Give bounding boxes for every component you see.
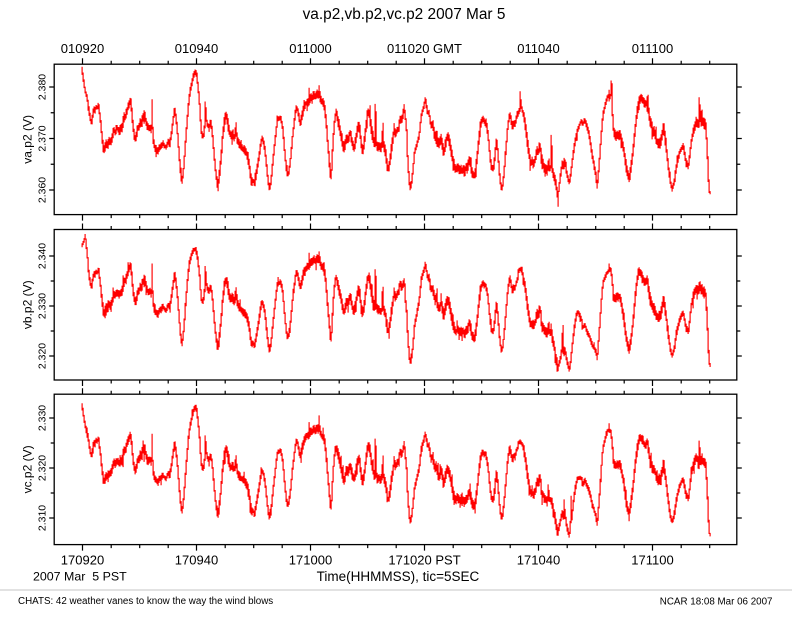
svg-text:010920: 010920 [61,41,104,56]
svg-text:2.320: 2.320 [37,343,49,369]
svg-text:vc.p2 (V): vc.p2 (V) [21,445,35,493]
svg-text:2.310: 2.310 [37,505,49,531]
svg-text:2.370: 2.370 [37,125,49,151]
svg-text:2.360: 2.360 [37,177,49,203]
svg-text:011020 GMT: 011020 GMT [387,41,462,56]
svg-text:2007 Mar 5 PST: 2007 Mar 5 PST [33,570,127,584]
svg-text:vb.p2 (V): vb.p2 (V) [21,280,35,329]
svg-text:170920: 170920 [61,553,104,568]
svg-text:va.p2,vb.p2,vc.p2 2007 Mar 5: va.p2,vb.p2,vc.p2 2007 Mar 5 [303,6,506,23]
svg-text:171040: 171040 [517,553,560,568]
svg-text:011000: 011000 [289,41,331,56]
svg-text:171100: 171100 [631,553,673,568]
svg-text:011040: 011040 [517,41,559,56]
svg-text:2.340: 2.340 [37,243,49,269]
svg-text:171000: 171000 [289,553,332,568]
svg-text:170940: 170940 [175,553,218,568]
svg-text:CHATS: 42 weather vanes to kno: CHATS: 42 weather vanes to know the way … [18,596,273,607]
svg-text:NCAR 18:08 Mar 06 2007: NCAR 18:08 Mar 06 2007 [660,596,773,607]
svg-text:2.330: 2.330 [37,293,49,319]
svg-text:va.p2 (V): va.p2 (V) [21,115,35,164]
svg-text:2.380: 2.380 [37,74,49,100]
svg-text:2.330: 2.330 [37,405,49,431]
svg-text:171020 PST: 171020 PST [388,553,460,568]
svg-text:Time(HHMMSS), tic=5SEC: Time(HHMMSS), tic=5SEC [317,569,480,584]
svg-text:2.320: 2.320 [37,455,49,481]
svg-text:011100: 011100 [632,41,673,56]
svg-text:010940: 010940 [175,41,218,56]
